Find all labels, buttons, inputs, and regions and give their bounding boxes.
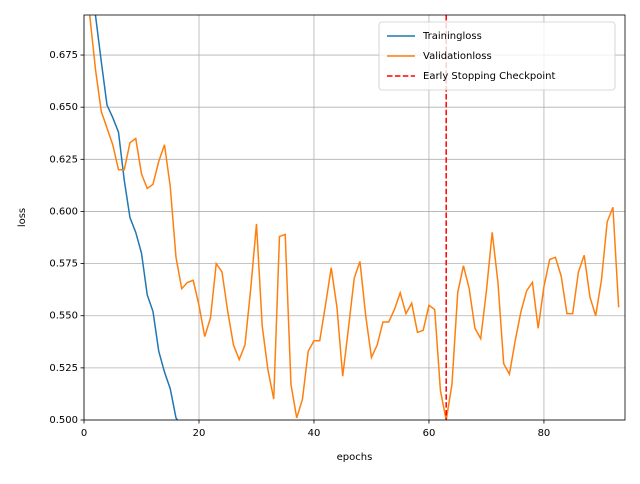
- x-axis-label: epochs: [337, 452, 373, 463]
- y-tick-label: 0.575: [49, 259, 78, 270]
- legend-label: Trainingloss: [422, 31, 482, 42]
- y-tick-label: 0.625: [49, 154, 78, 165]
- x-tick-label: 80: [538, 428, 551, 439]
- series-line: [94, 15, 179, 420]
- legend: Trainingloss Validationloss Early Stopping…: [378, 21, 616, 91]
- legend-label: Validationloss: [423, 51, 492, 62]
- y-tick-label: 0.675: [49, 50, 78, 61]
- x-tick-label: 60: [423, 428, 436, 439]
- axes-frame: [83, 14, 626, 421]
- y-tick-label: 0.525: [49, 363, 78, 374]
- y-tick-label: 0.550: [49, 311, 78, 322]
- y-axis-label: loss: [17, 208, 28, 227]
- y-tick-label: 0.650: [49, 102, 78, 113]
- y-tick-label: 0.600: [49, 206, 78, 217]
- x-tick-label: 20: [193, 428, 206, 439]
- x-tick-label: 40: [308, 428, 321, 439]
- ticks: 0 20 40 60 80 0.500 0.525 0.550 0.575 0.600 0.625 0…: [49, 50, 550, 439]
- x-tick-label: 0: [81, 428, 87, 439]
- legend-label: Early Stopping Checkpoint: [423, 71, 556, 82]
- legend-box: [378, 21, 616, 91]
- y-tick-label: 0.500: [49, 415, 78, 426]
- series-line: [89, 15, 620, 420]
- grid: [83, 15, 625, 421]
